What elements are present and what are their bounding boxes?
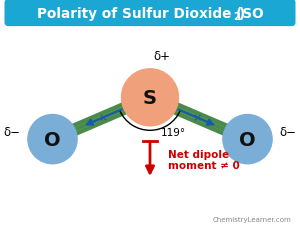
Text: δ−: δ− (3, 125, 20, 138)
Ellipse shape (223, 115, 272, 164)
Text: ×: × (98, 113, 108, 123)
Text: O: O (239, 130, 256, 149)
Text: ChemistryLearner.com: ChemistryLearner.com (212, 216, 291, 222)
Ellipse shape (28, 115, 77, 164)
Ellipse shape (122, 70, 178, 126)
Text: ): ) (239, 7, 245, 20)
Text: 2: 2 (233, 12, 240, 22)
Text: Polarity of Sulfur Dioxide (SO: Polarity of Sulfur Dioxide (SO (37, 7, 263, 20)
Text: O: O (44, 130, 61, 149)
Text: 119°: 119° (160, 127, 186, 137)
Text: moment ≠ 0: moment ≠ 0 (168, 161, 240, 171)
Text: S: S (143, 88, 157, 107)
Text: ×: × (192, 113, 202, 123)
Text: δ−: δ− (280, 125, 297, 138)
Text: δ+: δ+ (154, 50, 170, 63)
Text: Net dipole: Net dipole (168, 149, 229, 159)
FancyBboxPatch shape (4, 0, 296, 27)
